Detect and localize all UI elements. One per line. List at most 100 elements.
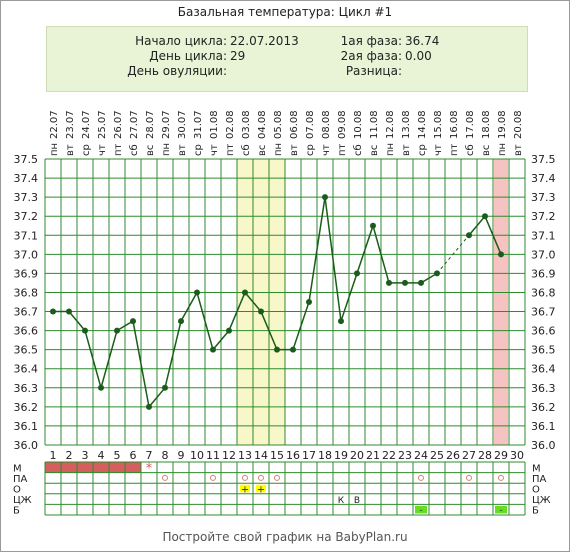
x-day-number: 4	[98, 449, 105, 462]
temperature-point	[274, 346, 280, 353]
pregnancy-test-marker	[415, 505, 427, 514]
x-day-number: 10	[190, 449, 204, 462]
y-tick-right: 36.2	[531, 401, 556, 414]
temperature-gap-line	[436, 234, 470, 274]
x-weekday-label: вс	[257, 145, 268, 156]
x-day-number: 17	[302, 449, 316, 462]
pa-marker	[418, 474, 424, 481]
temperature-point	[306, 299, 312, 305]
menstruation-star: *	[146, 461, 153, 476]
phase2-label: 2ая фаза:	[340, 49, 402, 63]
x-day-number: 23	[398, 449, 412, 462]
temperature-point	[338, 318, 344, 325]
cycle-info-panel: Начало цикла: 22.07.2013 День цикла: 29 …	[46, 26, 528, 92]
ovulation-test-marker	[256, 484, 266, 493]
x-date-label: 04.08	[257, 110, 268, 139]
x-weekday-label: пн	[385, 143, 396, 156]
x-day-number: 16	[286, 449, 300, 462]
x-date-label: 07.08	[305, 110, 316, 139]
x-date-label: 22.07	[49, 110, 60, 139]
x-date-label: 25.07	[97, 110, 108, 139]
x-day-number: 3	[82, 449, 89, 462]
temperature-point	[178, 318, 184, 325]
y-tick-right: 37.2	[531, 210, 556, 223]
y-tick-left: 36.8	[14, 286, 39, 299]
start-label: Начало цикла:	[135, 34, 227, 48]
x-weekday-label: пт	[449, 143, 460, 156]
x-date-label: 24.07	[81, 110, 92, 139]
y-tick-left: 36.7	[14, 306, 39, 319]
pregnancy-test-minus: -	[499, 506, 502, 516]
y-tick-left: 36.3	[14, 382, 39, 395]
x-date-label: 15.08	[433, 110, 444, 139]
difference-label: Разница:	[345, 64, 402, 78]
pa-marker	[242, 474, 248, 481]
temperature-point	[210, 346, 216, 353]
pregnancy-test-marker	[495, 505, 507, 514]
temperature-chart: 36.0 36.0 36.1 36.1 36.2 36.2 36.3 36.3 36.4 36.4…	[13, 110, 556, 517]
x-weekday-label: пн	[161, 143, 172, 156]
x-weekday-label: пт	[225, 143, 236, 156]
y-tick-right: 36.9	[531, 267, 556, 280]
x-day-number: 2	[66, 449, 73, 462]
table-row-label-left: О	[13, 485, 21, 496]
x-date-label: 28.07	[145, 110, 156, 139]
temperature-point	[98, 384, 104, 391]
table-row-label-left: ПА	[13, 474, 28, 485]
x-weekday-label: вс	[369, 145, 380, 156]
cycle-day-value: 29	[230, 49, 246, 63]
x-weekday-label: пн	[497, 143, 508, 156]
chart-title: Базальная температура: Цикл #1	[177, 5, 393, 19]
x-day-number: 25	[430, 449, 444, 462]
table-row-label-left: Б	[13, 506, 20, 517]
x-weekday-label: чт	[97, 144, 108, 156]
y-tick-right: 36.7	[531, 306, 556, 319]
x-day-number: 27	[462, 449, 476, 462]
x-date-label: 09.08	[337, 110, 348, 139]
x-day-number: 1	[50, 449, 57, 462]
ovulation-test-marker	[240, 484, 250, 493]
x-day-number: 30	[510, 449, 524, 462]
y-tick-right: 36.5	[531, 344, 556, 357]
y-tick-right: 36.8	[531, 286, 556, 299]
y-tick-right: 36.1	[531, 420, 556, 433]
x-weekday-label: пт	[337, 143, 348, 156]
x-date-label: 08.08	[321, 110, 332, 139]
ovulation-test-plus: +	[257, 485, 265, 496]
x-weekday-label: ср	[417, 144, 428, 156]
temperature-point	[386, 279, 392, 286]
x-day-number: 7	[146, 449, 153, 462]
x-date-label: 16.08	[449, 110, 460, 139]
temperature-point	[290, 346, 296, 353]
x-day-number: 14	[254, 449, 268, 462]
temperature-point	[498, 251, 504, 258]
x-day-number: 26	[446, 449, 460, 462]
y-tick-right: 37.5	[531, 153, 556, 166]
x-weekday-label: чт	[321, 144, 332, 156]
x-day-number: 20	[350, 449, 364, 462]
y-tick-left: 36.5	[14, 344, 39, 357]
temperature-point	[242, 289, 248, 296]
x-weekday-label: пт	[113, 143, 124, 156]
x-weekday-label: ср	[193, 144, 204, 156]
y-tick-left: 36.4	[14, 363, 39, 376]
x-date-label: 18.08	[481, 110, 492, 139]
x-weekday-label: сб	[353, 144, 364, 156]
footer-text: Постройте свой график на BabyPlan.ru	[162, 530, 408, 544]
pa-marker	[466, 474, 472, 481]
x-weekday-label: чт	[209, 144, 220, 156]
y-tick-left: 37.1	[14, 229, 39, 242]
x-date-label: 14.08	[417, 110, 428, 139]
x-weekday-label: вт	[289, 144, 300, 156]
temperature-point	[354, 270, 360, 277]
temperature-point	[466, 232, 472, 239]
x-weekday-label: пн	[49, 143, 60, 156]
pa-marker	[274, 474, 280, 481]
table-row-label-right: ЦЖ	[532, 495, 551, 506]
x-weekday-label: чт	[433, 144, 444, 156]
x-date-label: 12.08	[385, 110, 396, 139]
temperature-point	[226, 327, 232, 334]
x-date-label: 05.08	[273, 110, 284, 139]
temperature-point	[322, 194, 328, 201]
pa-marker	[258, 474, 264, 481]
